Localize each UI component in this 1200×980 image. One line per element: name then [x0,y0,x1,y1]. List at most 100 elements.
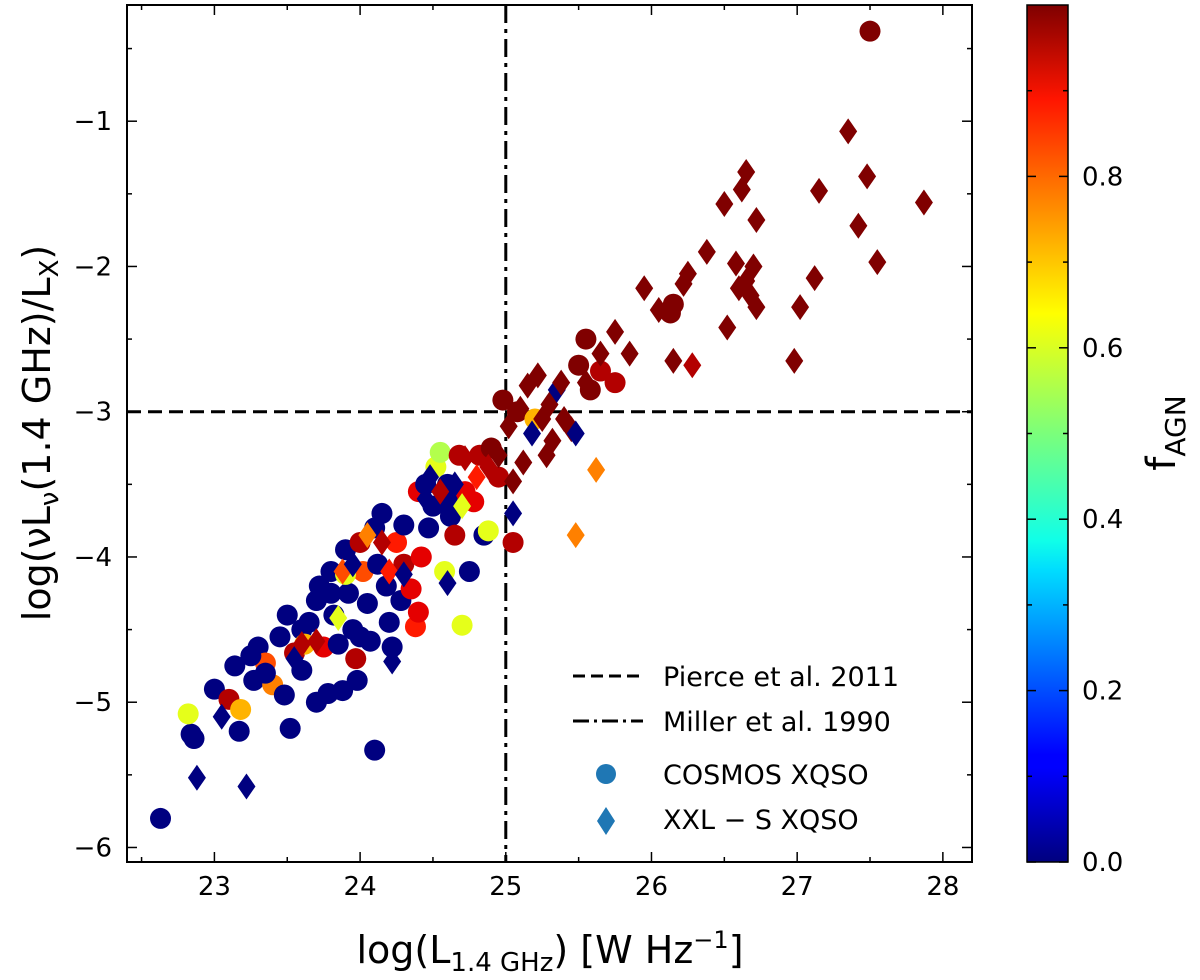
legend-label-pierce: Pierce et al. 2011 [663,662,899,693]
colorbar-gradient [1026,4,1069,863]
xxl-point [416,485,435,512]
y-tick-label: −3 [74,398,112,428]
xxl-point [528,362,547,389]
xxl-point [438,570,457,597]
cosmos-point [346,669,368,691]
cosmos-point [254,662,276,684]
cosmos-point [386,531,408,553]
x-tick-label: 27 [781,872,814,902]
cosmos-point [458,560,480,582]
y-tick-label: −4 [74,543,112,573]
cosmos-point [492,389,514,411]
xxl-point [504,468,523,495]
cosmos-point [279,717,301,739]
xxl-point [858,163,877,190]
y-tick-label: −6 [74,833,112,863]
cosmos-point [378,611,400,633]
xxl-point [453,493,472,520]
xxl-point [552,369,571,396]
xxl-point [237,773,256,800]
xxl-point [479,453,498,480]
xxl-point [343,551,362,578]
cosmos-point [393,514,415,536]
legend-label-cosmos: COSMOS XQSO [663,760,869,791]
xxl-point [737,159,756,186]
xxl-point [718,314,737,341]
legend: Pierce et al. 2011 Miller et al. 1990 CO… [573,662,899,836]
xxl-point [914,189,933,216]
xxl-point [380,558,399,585]
cosmos-point [228,720,250,742]
x-tick-label: 26 [635,872,668,902]
legend-label-miller: Miller et al. 1990 [663,707,891,738]
cosmos-point [418,517,440,539]
cosmos-point [240,645,262,667]
xxl-point [421,464,440,491]
legend-label-xxl: XXL − S XQSO [663,805,859,836]
colorbar: 0.0 0.2 0.4 0.6 0.8 fAGN [1026,4,1192,878]
cosmos-point [364,739,386,761]
cosmos-point [320,582,342,604]
xxl-point [868,249,887,276]
xxl-point [576,369,595,396]
y-axis-title: log(νLν(1.4 GHz)/LX) [15,245,65,621]
xxl-point [543,427,562,454]
xxl-point [566,522,585,549]
cosmos-point [305,691,327,713]
xxl-point [649,297,668,324]
x-tick-label: 24 [344,872,377,902]
cosmos-point [429,441,451,463]
xxl-point [744,253,763,280]
cosmos-point [444,524,466,546]
xxl-point [587,456,606,483]
colorbar-tick-label: 0.4 [1082,505,1123,535]
xxl-point [683,352,702,379]
cosmos-point [604,372,626,394]
xxl-point [456,445,474,472]
xxl-point [726,250,745,277]
xxl-point [635,275,654,302]
xxl-point [747,206,766,233]
xxl-point [523,420,542,447]
cosmos-point [327,633,349,655]
cosmos-point [502,531,524,553]
cosmos-point [451,614,473,636]
cosmos-point [183,728,205,750]
xxl-point [504,500,523,527]
xxl-point [849,212,868,239]
cosmos-point [381,636,403,658]
cosmos-point [859,20,881,42]
cosmos-point [568,354,590,376]
cosmos-point [345,648,367,670]
cosmos-point [269,626,291,648]
xxl-point [620,340,639,367]
xxl-point [715,190,734,217]
cosmos-point [371,502,393,524]
xxl-point [839,118,858,145]
data-markers [150,20,933,829]
xxl-point [785,347,804,374]
cosmos-point [276,604,298,626]
colorbar-tick-label: 0.6 [1082,334,1123,364]
cosmos-point [349,626,371,648]
x-axis: 23 24 25 26 27 28 [140,5,959,902]
xxl-point [747,294,766,321]
colorbar-label: fAGN [1139,395,1192,470]
xxl-point [805,265,824,292]
xxl-point [307,628,326,655]
xxl-point [372,529,391,556]
xxl-point [445,471,464,498]
cosmos-point [337,582,359,604]
xxl-point [394,561,413,588]
legend-circle-swatch [596,764,616,784]
y-tick-label: −2 [74,252,112,282]
xxl-point [678,260,697,287]
cosmos-point [150,807,172,829]
y-tick-label: −1 [74,107,112,137]
cosmos-point [589,360,611,382]
xxl-point [212,703,231,730]
colorbar-tick-label: 0.8 [1082,162,1123,192]
x-tick-label: 25 [489,872,522,902]
x-tick-label: 28 [926,872,959,902]
